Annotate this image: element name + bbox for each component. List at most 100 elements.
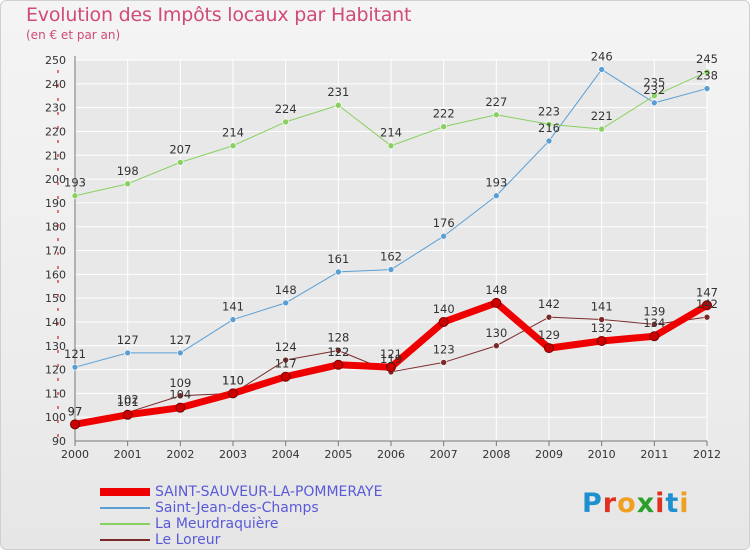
legend-swatch xyxy=(100,488,150,496)
logo-letter: i xyxy=(679,488,690,519)
data-point xyxy=(491,297,502,308)
data-point xyxy=(545,120,553,128)
data-label: 142 xyxy=(538,297,560,311)
data-point xyxy=(493,111,500,119)
data-label: 110 xyxy=(222,373,244,387)
data-point xyxy=(651,99,658,107)
data-label: 142 xyxy=(696,297,718,311)
y-tick-label: 100 xyxy=(45,411,66,424)
data-label: 119 xyxy=(380,352,402,366)
data-label: 97 xyxy=(68,404,83,418)
data-point xyxy=(440,232,447,240)
data-label: 245 xyxy=(696,52,718,66)
data-point xyxy=(703,85,711,92)
data-label: 214 xyxy=(380,126,402,140)
x-tick-label: 2008 xyxy=(482,448,510,461)
data-point xyxy=(545,313,553,321)
data-label: 147 xyxy=(696,285,718,299)
data-label: 101 xyxy=(117,395,139,409)
x-tick-label: 2000 xyxy=(61,448,89,461)
data-label: 127 xyxy=(169,333,191,347)
data-label: 232 xyxy=(643,83,665,97)
data-point xyxy=(124,180,131,188)
data-label: 128 xyxy=(327,331,349,345)
data-point xyxy=(335,268,342,276)
data-point xyxy=(229,142,237,150)
data-point xyxy=(598,316,605,323)
data-label: 176 xyxy=(433,216,455,230)
y-tick-label: 130 xyxy=(45,340,66,353)
y-tick-label: 190 xyxy=(45,197,66,210)
data-point xyxy=(703,68,711,76)
data-label: 246 xyxy=(591,50,613,64)
data-point xyxy=(122,409,133,420)
data-point xyxy=(651,92,658,100)
data-point xyxy=(702,300,712,311)
data-label: 97 xyxy=(68,404,83,418)
x-tick-label: 2010 xyxy=(588,448,616,461)
legend-item: SAINT-SAUVEUR-LA-POMMERAYE xyxy=(100,484,382,500)
data-label: 235 xyxy=(643,76,665,90)
y-tick-label: 250 xyxy=(45,54,66,67)
y-tick-label: 150 xyxy=(45,292,66,305)
legend-label: La Meurdraquière xyxy=(155,516,279,532)
data-label: 130 xyxy=(485,326,507,340)
data-point xyxy=(545,137,553,145)
data-label: 104 xyxy=(169,388,191,402)
data-label: 222 xyxy=(433,107,455,121)
chart-subtitle: (en € et par an) xyxy=(26,28,121,42)
data-point xyxy=(229,316,237,323)
data-label: 231 xyxy=(327,85,349,99)
data-point xyxy=(649,331,660,342)
data-point xyxy=(228,388,238,399)
data-label: 141 xyxy=(591,300,613,314)
x-tick-label: 2005 xyxy=(324,448,352,461)
data-label: 221 xyxy=(591,109,613,123)
legend-swatch xyxy=(100,539,150,541)
y-tick-label: 170 xyxy=(45,245,66,258)
data-label: 141 xyxy=(222,300,244,314)
data-label: 216 xyxy=(538,121,560,135)
legend-item: Le Loreur xyxy=(100,532,382,548)
data-point xyxy=(493,342,500,350)
data-point xyxy=(282,299,289,307)
y-tick-label: 140 xyxy=(45,316,66,329)
data-point xyxy=(651,321,658,328)
data-point xyxy=(71,363,79,371)
data-point xyxy=(124,349,131,357)
data-label: 227 xyxy=(485,95,507,109)
y-tick-label: 240 xyxy=(45,78,66,91)
legend: SAINT-SAUVEUR-LA-POMMERAYE Saint-Jean-des… xyxy=(100,484,382,548)
data-point xyxy=(703,313,711,321)
legend-item: La Meurdraquière xyxy=(100,516,382,532)
data-label: 121 xyxy=(380,347,402,361)
data-point xyxy=(177,159,184,166)
data-point xyxy=(70,419,80,430)
data-label: 121 xyxy=(64,347,86,361)
y-tick-label: 90 xyxy=(52,435,66,448)
x-tick-label: 2002 xyxy=(166,448,194,461)
y-tick-label: 210 xyxy=(45,149,66,162)
data-point xyxy=(493,192,500,200)
data-label: 162 xyxy=(380,250,402,264)
data-label: 124 xyxy=(275,340,297,354)
x-tick-label: 2001 xyxy=(114,448,142,461)
data-label: 134 xyxy=(643,316,665,330)
chart-title: Evolution des Impôts locaux par Habitant xyxy=(26,4,412,26)
data-label: 224 xyxy=(275,102,297,116)
legend-swatch xyxy=(100,523,150,525)
x-tick-label: 2007 xyxy=(430,448,458,461)
data-label: 109 xyxy=(169,376,191,390)
data-label: 117 xyxy=(275,357,297,371)
legend-label: Le Loreur xyxy=(155,532,221,548)
data-label: 193 xyxy=(485,176,507,190)
data-label: 148 xyxy=(275,283,297,297)
data-label: 193 xyxy=(64,176,86,190)
data-label: 123 xyxy=(433,342,455,356)
data-point xyxy=(335,101,342,109)
data-label: 223 xyxy=(538,104,560,118)
x-tick-label: 2003 xyxy=(219,448,247,461)
data-label: 140 xyxy=(433,302,455,316)
data-point xyxy=(386,362,396,373)
